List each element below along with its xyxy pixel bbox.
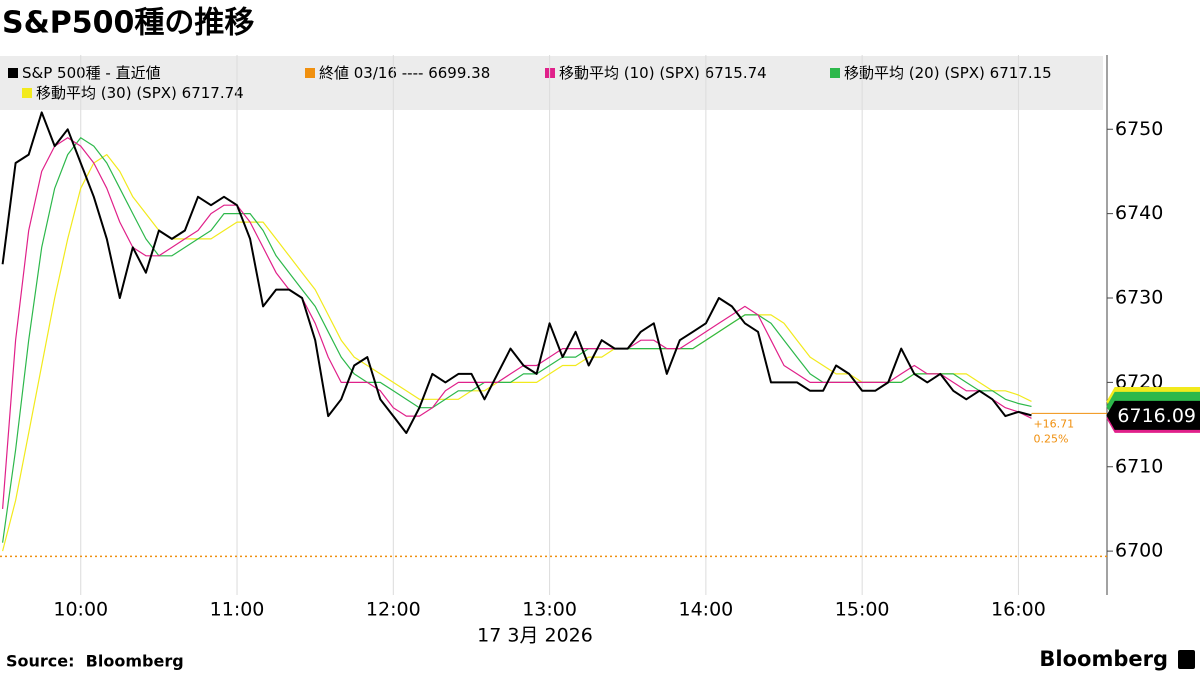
value-tag xyxy=(1106,400,1200,430)
legend-swatch xyxy=(305,68,315,78)
legend-swatch xyxy=(22,88,32,98)
series-line xyxy=(2,137,1032,543)
legend-value: 6717.15 xyxy=(990,64,1052,82)
y-tick-label: 6750 xyxy=(1115,118,1163,140)
change-annotation: 0.25% xyxy=(1033,432,1068,445)
x-tick-label: 12:00 xyxy=(366,599,421,621)
x-tick-label: 15:00 xyxy=(835,599,890,621)
legend-name: 終値 03/16 ---- xyxy=(319,64,423,82)
x-tick-label: 16:00 xyxy=(991,599,1046,621)
y-tick-label: 6740 xyxy=(1115,202,1163,224)
legend-name: S&P 500種 - 直近値 xyxy=(22,64,161,82)
legend-label: S&P 500種 - 直近値 xyxy=(22,64,161,82)
legend-swatch xyxy=(8,68,18,78)
x-tick-label: 11:00 xyxy=(210,599,265,621)
change-annotation: +16.71 xyxy=(1033,417,1074,430)
brand-icon xyxy=(1178,650,1195,669)
y-tick-label: 6730 xyxy=(1115,287,1163,309)
chart-title: S&P500種の推移 xyxy=(2,6,254,41)
legend-label: 終値 03/16 ---- 6699.38 xyxy=(319,64,490,82)
legend-swatch xyxy=(830,68,840,78)
legend-name: 移動平均 (10) (SPX) xyxy=(559,64,700,82)
legend-name: 移動平均 (30) (SPX) xyxy=(36,84,177,102)
legend-name: 移動平均 (20) (SPX) xyxy=(844,64,985,82)
legend-box xyxy=(0,56,1103,110)
x-tick-label: 13:00 xyxy=(522,599,577,621)
x-axis-label: 17 3月 2026 xyxy=(477,625,593,647)
legend-label: 移動平均 (30) (SPX) 6717.74 xyxy=(36,84,244,102)
y-tick-label: 6700 xyxy=(1115,540,1163,562)
legend-label: 移動平均 (10) (SPX) 6715.74 xyxy=(559,64,767,82)
legend-value: 6715.74 xyxy=(705,64,767,82)
brand: Bloomberg xyxy=(1039,647,1168,671)
series-line xyxy=(1,111,1032,434)
y-tick-label: 6710 xyxy=(1115,455,1163,477)
legend-value: 6699.38 xyxy=(428,64,490,82)
value-tag-label: 6716.09 xyxy=(1117,405,1196,427)
plot: 10:00 11:00 12:00 13:00 14:00 15:00 16:00 6700 6… xyxy=(0,55,1163,621)
x-tick-label: 14:00 xyxy=(678,599,733,621)
legend: S&P 500種 - 直近値 終値 03/16 ---- 6699.38 移動平均 … xyxy=(8,64,1052,102)
legend-label: 移動平均 (20) (SPX) 6717.15 xyxy=(844,64,1052,82)
series-line xyxy=(2,137,1032,509)
legend-value: 6717.74 xyxy=(182,84,244,102)
x-tick-label: 10:00 xyxy=(53,599,108,621)
series-line xyxy=(2,154,1032,552)
source: Source: Bloomberg xyxy=(6,652,184,671)
